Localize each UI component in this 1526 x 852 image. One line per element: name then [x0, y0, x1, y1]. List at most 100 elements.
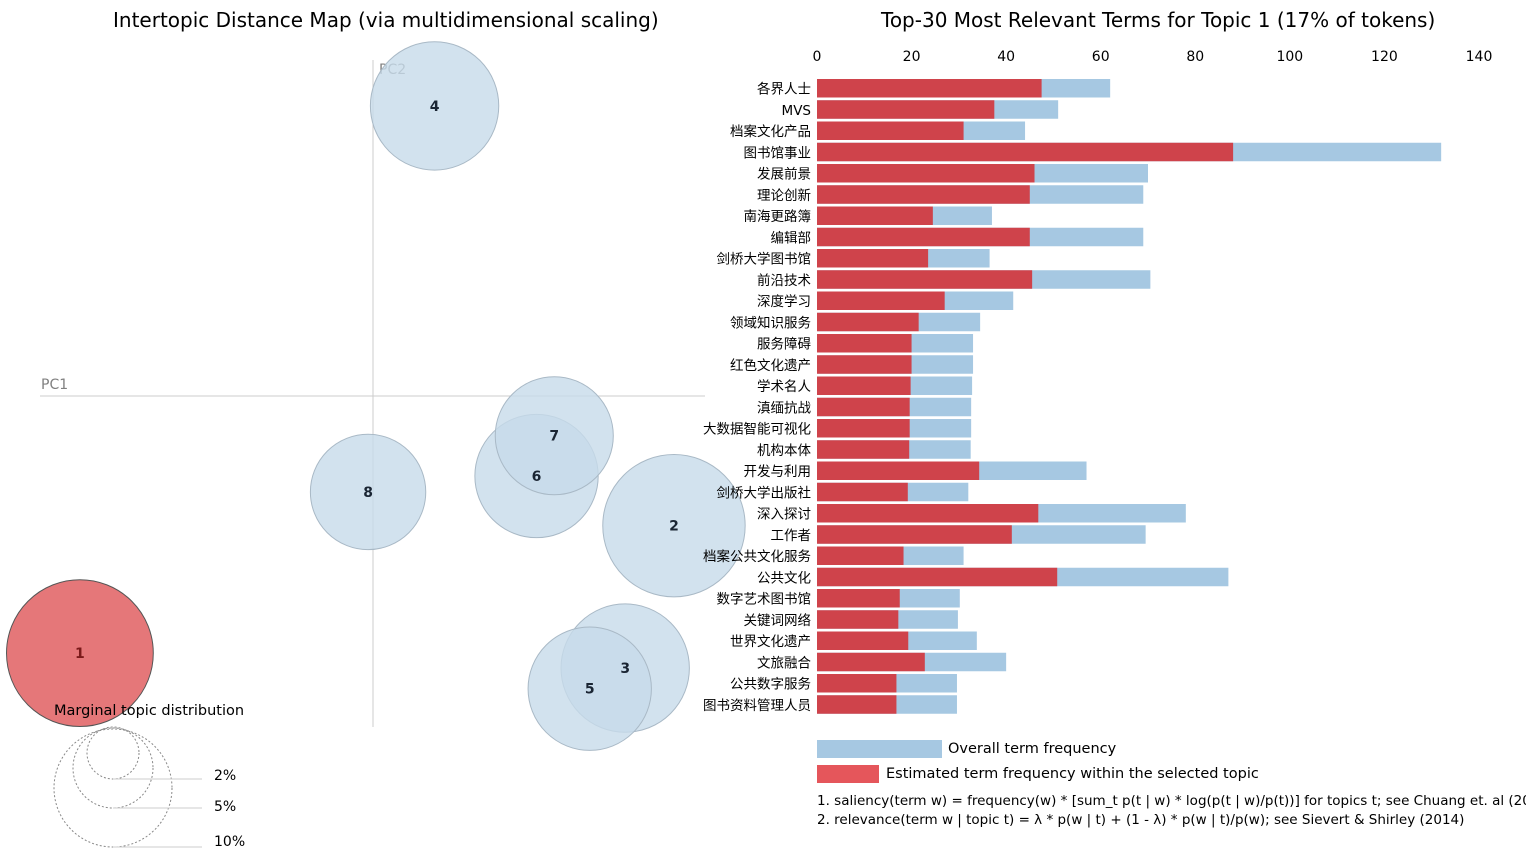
topic-bar-7[interactable] — [817, 227, 1030, 247]
topic-bar-27[interactable] — [817, 652, 925, 672]
topic-bubble-8[interactable] — [309, 433, 427, 551]
legend-label-5: 5% — [214, 799, 236, 815]
x-tick-100: 100 — [1276, 49, 1303, 65]
term-label-28[interactable]: 公共数字服务 — [730, 677, 811, 693]
term-label-7[interactable]: 编辑部 — [771, 230, 812, 246]
term-label-0[interactable]: 各界人士 — [757, 82, 811, 98]
legend-label-10: 10% — [214, 834, 245, 850]
x-tick-140: 140 — [1466, 49, 1493, 65]
topic-bar-10[interactable] — [817, 291, 945, 311]
topic-bar-25[interactable] — [817, 610, 899, 629]
topic-label-8: 8 — [363, 485, 373, 501]
topic-bubble-7[interactable] — [494, 376, 614, 496]
topic-label-1: 1 — [75, 646, 85, 662]
term-label-24[interactable]: 数字艺术图书馆 — [717, 592, 812, 608]
legend-circle-2 — [86, 726, 140, 780]
term-label-1[interactable]: MVS — [782, 103, 811, 119]
term-label-11[interactable]: 领域知识服务 — [730, 314, 811, 331]
topic-bar-3[interactable] — [817, 142, 1234, 162]
topic-bar-0[interactable] — [817, 79, 1042, 98]
topic-bar-11[interactable] — [817, 312, 919, 332]
term-label-25[interactable]: 关键词网络 — [744, 613, 812, 629]
term-label-2[interactable]: 档案文化产品 — [730, 123, 811, 140]
topic-bubble-5[interactable] — [527, 626, 652, 751]
terms-chart-title: Top-30 Most Relevant Terms for Topic 1 (… — [881, 8, 1436, 32]
term-label-3[interactable]: 图书馆事业 — [744, 145, 812, 161]
topic-bar-6[interactable] — [817, 206, 933, 226]
x-tick-20: 20 — [903, 49, 921, 65]
relevant-terms-bar-chart[interactable]: 0 20 40 60 80 100 120 140 各界人士 MVS 档案文化产品图书馆事业发展前… — [703, 49, 1492, 783]
topic-bar-28[interactable] — [817, 674, 897, 693]
term-label-26[interactable]: 世界文化遗产 — [730, 634, 811, 650]
topic-bar-20[interactable] — [817, 504, 1039, 523]
topic-label-4: 4 — [430, 99, 440, 115]
topic-bar-1[interactable] — [817, 100, 995, 119]
term-label-19[interactable]: 剑桥大学出版社 — [717, 485, 812, 501]
x-axis-ticks: 0 20 40 60 80 100 120 140 — [813, 49, 1493, 65]
methodology-notes: 1. saliency(term w) = frequency(w) * [su… — [817, 792, 1526, 830]
topic-bar-5[interactable] — [817, 185, 1030, 204]
term-label-6[interactable]: 南海更路簿 — [744, 209, 812, 225]
term-labels: 各界人士 MVS 档案文化产品图书馆事业发展前景理论创新南海更路簿编辑部剑桥大学图书… — [703, 82, 811, 714]
term-label-29[interactable]: 图书资料管理人员 — [703, 698, 811, 714]
term-label-13[interactable]: 红色文化遗产 — [730, 357, 811, 374]
term-label-4[interactable]: 发展前景 — [757, 166, 811, 183]
x-tick-80: 80 — [1186, 49, 1204, 65]
term-label-22[interactable]: 档案公共文化服务 — [703, 548, 811, 565]
term-label-17[interactable]: 机构本体 — [757, 443, 811, 459]
term-label-14[interactable]: 学术名人 — [757, 379, 811, 395]
term-label-15[interactable]: 滇缅抗战 — [757, 400, 811, 416]
x-tick-60: 60 — [1092, 49, 1110, 65]
term-label-21[interactable]: 工作者 — [771, 528, 812, 544]
topic-bar-2[interactable] — [817, 121, 964, 141]
topic-bar-15[interactable] — [817, 397, 910, 417]
term-label-12[interactable]: 服务障碍 — [757, 337, 811, 353]
topic-bar-24[interactable] — [817, 589, 900, 608]
topic-bar-9[interactable] — [817, 270, 1033, 289]
topic-bar-14[interactable] — [817, 376, 911, 396]
topic-bar-23[interactable] — [817, 567, 1058, 587]
legend-circle-10 — [53, 728, 173, 848]
legend-label-overall: Overall term frequency — [948, 741, 1117, 757]
term-label-18[interactable]: 开发与利用 — [744, 464, 812, 480]
topic-bar-21[interactable] — [817, 525, 1012, 544]
term-bars[interactable] — [817, 79, 1442, 714]
topic-bar-4[interactable] — [817, 164, 1035, 183]
term-label-23[interactable]: 公共文化 — [757, 570, 811, 586]
pc1-label: PC1 — [41, 377, 68, 393]
topic-bar-17[interactable] — [817, 440, 910, 459]
term-label-27[interactable]: 文旅融合 — [757, 655, 811, 671]
saliency-note: 1. saliency(term w) = frequency(w) * [su… — [817, 793, 1526, 809]
x-tick-120: 120 — [1371, 49, 1398, 65]
bubble-circles[interactable] — [6, 41, 746, 751]
term-label-9[interactable]: 前沿技术 — [757, 272, 811, 289]
topic-bar-8[interactable] — [817, 249, 929, 268]
topic-bar-22[interactable] — [817, 546, 904, 566]
term-label-16[interactable]: 大数据智能可视化 — [703, 422, 811, 438]
term-label-10[interactable]: 深度学习 — [757, 294, 811, 310]
topic-label-3: 3 — [620, 661, 630, 677]
legend-swatch-overall — [817, 740, 942, 758]
topic-bar-12[interactable] — [817, 334, 912, 353]
topic-bar-26[interactable] — [817, 631, 909, 651]
term-label-20[interactable]: 深入探讨 — [757, 507, 811, 523]
topic-bar-19[interactable] — [817, 482, 908, 502]
topic-bubble-2[interactable] — [602, 453, 746, 598]
topic-bar-18[interactable] — [817, 461, 980, 481]
x-tick-40: 40 — [997, 49, 1015, 65]
term-label-5[interactable]: 理论创新 — [757, 188, 811, 204]
legend-label-estimated: Estimated term frequency within the sele… — [886, 766, 1259, 782]
topic-bar-13[interactable] — [817, 355, 912, 374]
legend-circle-5 — [72, 727, 154, 809]
size-legend: 2% 5% 10% — [53, 726, 245, 850]
term-label-8[interactable]: 剑桥大学图书馆 — [717, 252, 812, 268]
legend-swatch-estimated — [817, 765, 879, 783]
topic-bar-16[interactable] — [817, 419, 910, 438]
topic-bubbles[interactable]: 1 2 3 4 5 6 7 8 — [6, 41, 746, 751]
topic-bubble-4[interactable] — [369, 41, 500, 171]
topic-bar-29[interactable] — [817, 695, 897, 714]
relevance-note: 2. relevance(term w | topic t) = λ * p(w… — [817, 812, 1465, 828]
topic-bubble-1[interactable] — [6, 579, 154, 728]
